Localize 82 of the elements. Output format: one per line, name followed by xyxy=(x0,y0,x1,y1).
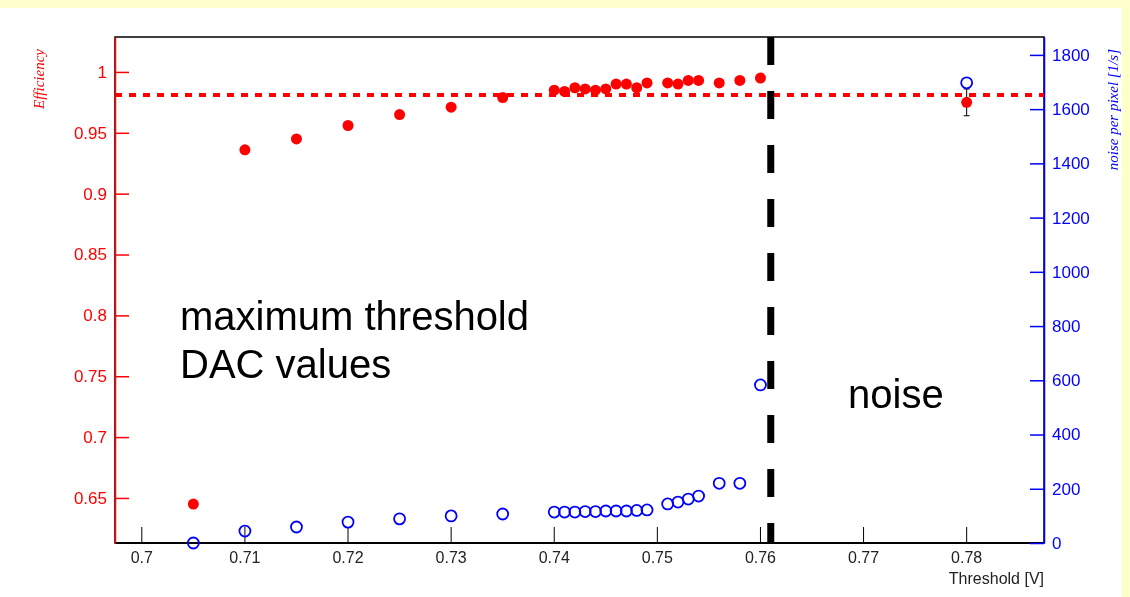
point xyxy=(734,74,746,86)
point xyxy=(568,505,582,519)
x-tick-label: 0.71 xyxy=(229,549,261,566)
y-tick-label: 0.95 xyxy=(73,123,107,143)
point xyxy=(599,504,613,518)
point xyxy=(640,503,654,517)
point xyxy=(754,72,766,84)
point xyxy=(559,85,571,97)
point xyxy=(693,74,705,86)
y-tick-label: 0.65 xyxy=(73,488,107,508)
y2-tick-label: 400 xyxy=(1052,425,1081,445)
x-tick-label: 0.73 xyxy=(435,549,467,566)
point xyxy=(579,83,591,95)
point xyxy=(496,507,510,521)
y-tick-label: 0.7 xyxy=(83,428,107,448)
point xyxy=(558,505,571,519)
x-tick-label: 0.74 xyxy=(538,549,570,566)
y2-tick-label: 600 xyxy=(1052,371,1081,391)
point xyxy=(394,109,406,121)
point xyxy=(239,144,251,156)
x-tick-label: 0.76 xyxy=(744,549,777,566)
point xyxy=(186,536,200,550)
point xyxy=(589,84,601,96)
point xyxy=(712,476,726,490)
annotation: maximum threshold DAC values xyxy=(180,294,530,386)
point xyxy=(187,498,199,510)
y2-tick-label: 1600 xyxy=(1052,100,1090,120)
y2-tick-label: 1800 xyxy=(1052,45,1090,65)
y2-tick-label: 1200 xyxy=(1052,208,1090,228)
point xyxy=(445,101,457,113)
point xyxy=(620,78,632,90)
point xyxy=(610,78,622,90)
point xyxy=(569,82,581,94)
point xyxy=(290,520,303,534)
x-tick-label: 0.75 xyxy=(641,549,674,566)
point xyxy=(631,82,643,94)
y-tick-label: 0.9 xyxy=(83,184,107,204)
y-tick-label: 0.75 xyxy=(73,367,107,387)
point xyxy=(671,495,685,509)
point xyxy=(547,505,561,519)
point xyxy=(713,77,725,89)
point xyxy=(630,504,644,517)
point xyxy=(754,378,767,392)
point xyxy=(682,74,694,86)
point xyxy=(548,84,560,96)
point xyxy=(672,78,684,90)
y2-axis-title: noise per pixel [1/s] xyxy=(1105,48,1121,171)
point xyxy=(609,504,623,518)
point xyxy=(961,96,973,108)
point xyxy=(692,489,705,503)
point xyxy=(444,509,458,523)
point xyxy=(641,77,653,89)
y-axis-title: Efficiency xyxy=(31,48,47,110)
point xyxy=(661,497,675,511)
point xyxy=(960,76,974,90)
point xyxy=(342,119,354,131)
y-tick-label: 0.8 xyxy=(83,306,107,326)
x-tick-label: 0.78 xyxy=(951,549,983,566)
point xyxy=(290,133,302,145)
point xyxy=(393,512,406,526)
point xyxy=(662,77,674,89)
y-tick-label: 0.85 xyxy=(73,245,107,265)
point xyxy=(733,476,747,490)
y2-tick-label: 200 xyxy=(1052,479,1081,499)
x-tick-label: 0.72 xyxy=(332,549,364,566)
y2-tick-label: 800 xyxy=(1052,317,1081,337)
point xyxy=(600,83,612,95)
y2-tick-label: 0 xyxy=(1052,533,1062,553)
point xyxy=(238,524,252,538)
point xyxy=(589,505,602,518)
point xyxy=(681,492,695,506)
annotation: noise xyxy=(848,372,944,416)
point xyxy=(341,515,355,529)
y-tick-label: 1 xyxy=(97,62,107,82)
point xyxy=(578,505,592,518)
y2-tick-label: 1000 xyxy=(1052,262,1090,282)
y2-tick-label: 1400 xyxy=(1052,154,1090,174)
point xyxy=(497,92,509,103)
x-tick-label: 0.77 xyxy=(847,549,880,566)
x-axis-title: Threshold [V] xyxy=(948,570,1044,587)
point xyxy=(620,504,633,518)
x-tick-label: 0.7 xyxy=(130,549,154,566)
